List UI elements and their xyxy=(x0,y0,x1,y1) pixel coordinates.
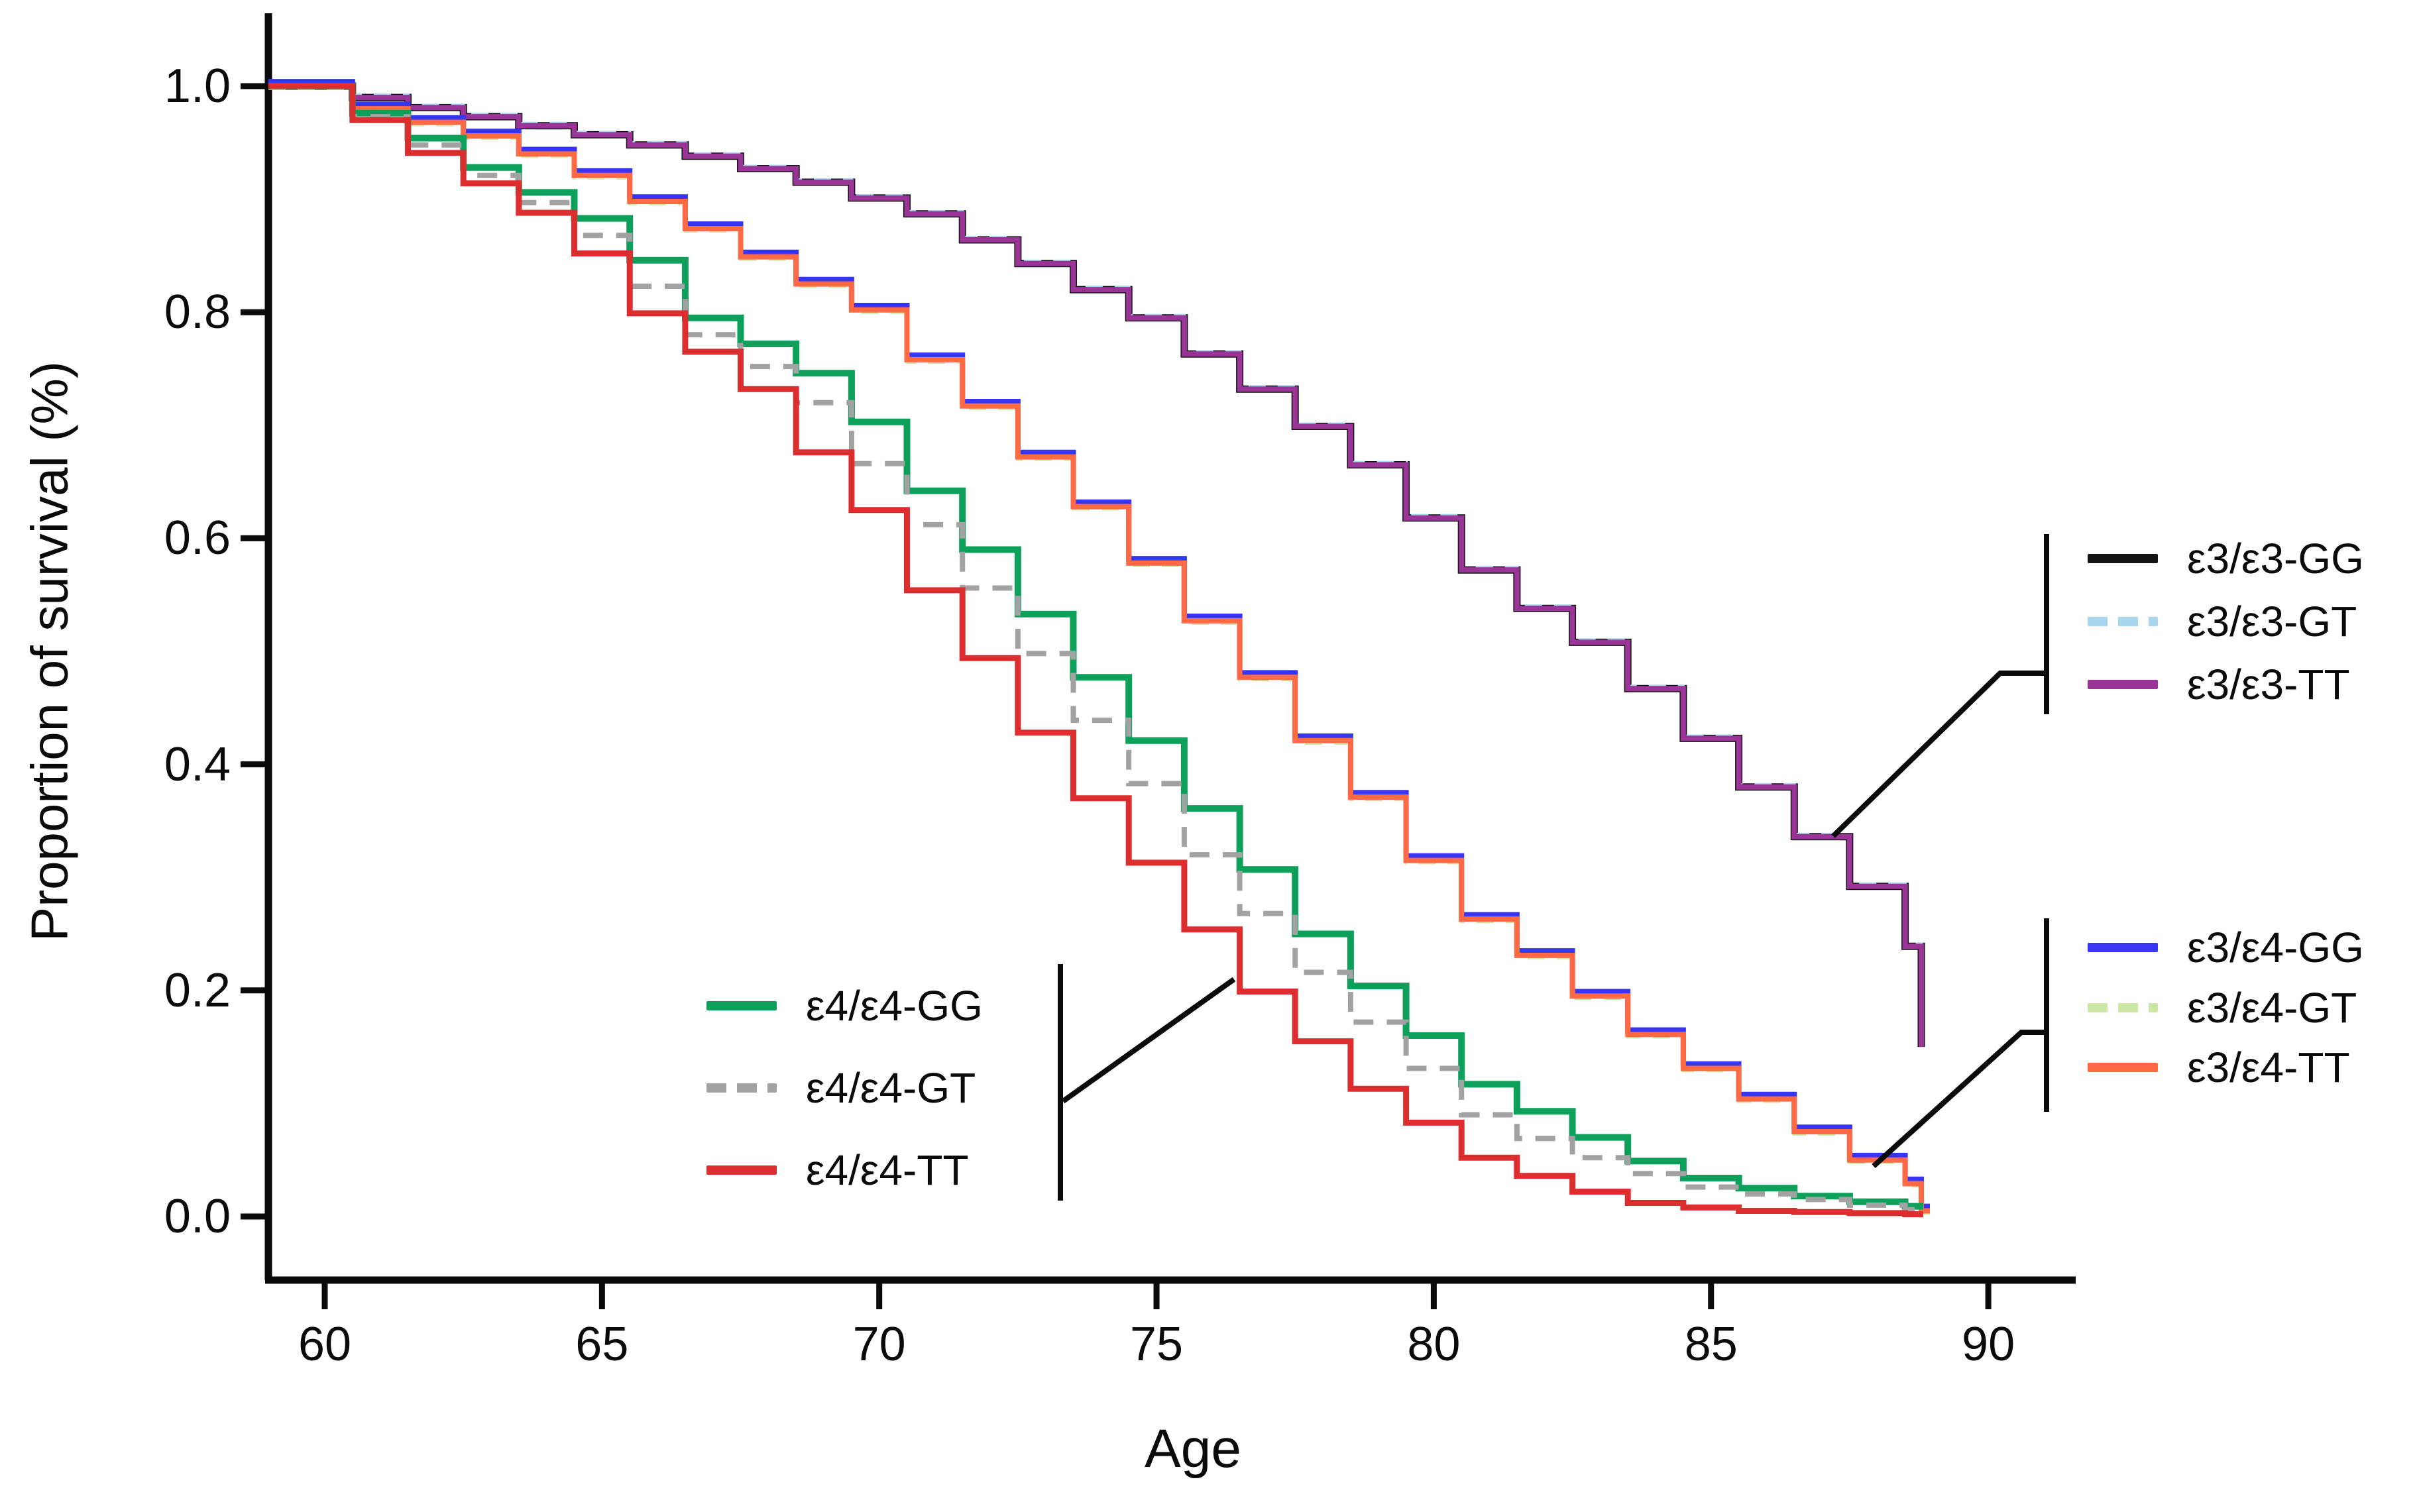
x-tick-label: 90 xyxy=(1962,1318,2015,1371)
legend-item: ε3/ε4-GT xyxy=(2088,980,2357,1036)
legend-label: ε4/ε4-TT xyxy=(806,1146,969,1194)
legend-swatch-e3e4-gg xyxy=(2088,943,2158,952)
x-tick-label: 60 xyxy=(298,1318,352,1371)
legend-connector-e3e3 xyxy=(1831,671,2047,838)
legend-label: ε3/ε3-TT xyxy=(2187,661,2350,708)
legend-label: ε4/ε4-GT xyxy=(806,1064,976,1112)
legend-swatch-e4e4-tt xyxy=(706,1165,777,1175)
x-tick-label: 65 xyxy=(575,1318,629,1371)
curve-e3e3_gg xyxy=(268,82,1925,1048)
curve-e3e3_gt xyxy=(268,82,1923,1045)
legend-item: ε3/ε4-TT xyxy=(2088,1040,2350,1095)
y-axis-title: Proportion of survival (%) xyxy=(20,361,79,942)
legend-connector-e4e4 xyxy=(1061,977,1236,1104)
y-tick-label: 0.4 xyxy=(164,737,231,791)
legend-label: ε3/ε4-TT xyxy=(2187,1044,2350,1091)
legend-swatch-e4e4-gt xyxy=(706,1083,777,1093)
legend-item: ε3/ε3-GG xyxy=(2088,531,2364,586)
legend-label: ε3/ε4-GG xyxy=(2187,924,2364,971)
x-tick-label: 70 xyxy=(852,1318,906,1371)
x-tick-label: 75 xyxy=(1130,1318,1184,1371)
curve-e4e4_gt xyxy=(268,83,1923,1213)
legend-label: ε4/ε4-GG xyxy=(806,982,983,1030)
legend-item: ε3/ε3-TT xyxy=(2088,657,2350,712)
y-tick-label: 0.0 xyxy=(164,1190,231,1243)
legend-swatch-e3e3-gt xyxy=(2088,617,2158,626)
curve-e4e4_gg xyxy=(268,83,1923,1210)
legend-label: ε3/ε3-GG xyxy=(2187,535,2364,582)
y-tick-label: 0.6 xyxy=(164,512,231,565)
legend-connector-e3e4 xyxy=(1872,1030,2047,1168)
curve-e3e4_tt xyxy=(268,83,1930,1214)
legend-swatch-e3e4-gt xyxy=(2088,1003,2158,1012)
legend-label: ε3/ε4-GT xyxy=(2187,984,2357,1032)
y-tick-label: 1.0 xyxy=(164,60,231,113)
legend-item: ε3/ε4-GG xyxy=(2088,920,2364,975)
x-tick-label: 85 xyxy=(1684,1318,1738,1371)
legend-swatch-e3e3-tt xyxy=(2088,680,2158,689)
legend-swatch-e3e4-tt xyxy=(2088,1063,2158,1072)
y-tick-label: 0.8 xyxy=(164,286,231,339)
legend-item: ε3/ε3-GT xyxy=(2088,594,2357,649)
curve-e4e4_tt xyxy=(268,83,1923,1218)
x-axis-title: Age xyxy=(1145,1419,1241,1479)
legend-item: ε4/ε4-TT xyxy=(706,1142,969,1198)
y-tick-label: 0.2 xyxy=(164,963,231,1017)
curve-e3e3_tt xyxy=(268,83,1924,1048)
legend-label: ε3/ε3-GT xyxy=(2187,598,2357,645)
legend-swatch-e4e4-gg xyxy=(706,1001,777,1010)
legend-item: ε4/ε4-GT xyxy=(706,1060,976,1116)
legend-item: ε4/ε4-GG xyxy=(706,978,983,1034)
legend-swatch-e3e3-gg xyxy=(2088,554,2158,563)
x-tick-label: 80 xyxy=(1407,1318,1461,1371)
curve-e3e4_gg xyxy=(268,79,1930,1209)
